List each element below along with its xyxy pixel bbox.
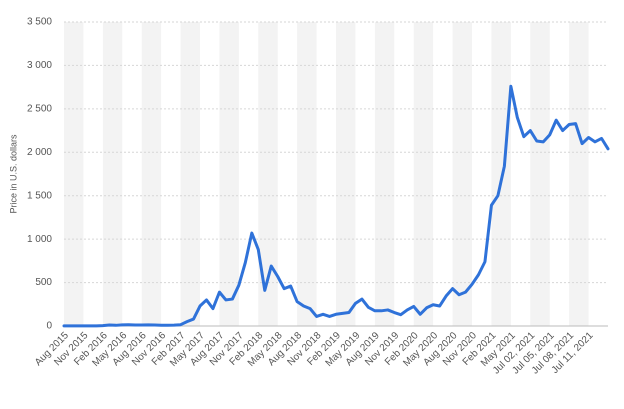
band: [336, 22, 356, 326]
band: [297, 22, 317, 326]
price-line: [62, 84, 610, 328]
y-tick-label: 2 500: [27, 103, 52, 114]
y-tick-label: 3 500: [27, 17, 52, 28]
band: [374, 22, 395, 326]
band: [258, 22, 278, 326]
band: [530, 22, 550, 326]
band: [413, 22, 434, 326]
band: [569, 22, 589, 326]
y-tick-label: 1 000: [27, 234, 52, 245]
y-axis-label: Price in U.S. dollars: [8, 134, 18, 214]
background-bands: [64, 22, 589, 326]
y-tick-label: 3 000: [27, 60, 52, 71]
band: [180, 22, 200, 326]
band: [141, 22, 162, 326]
band: [452, 22, 472, 326]
y-tick-label: 2 000: [27, 147, 52, 158]
y-tick-label: 1 500: [27, 190, 52, 201]
y-tick-label: 0: [46, 321, 52, 332]
band: [64, 22, 84, 326]
band: [219, 22, 239, 326]
y-tick-label: 500: [35, 277, 52, 288]
band: [102, 22, 123, 326]
